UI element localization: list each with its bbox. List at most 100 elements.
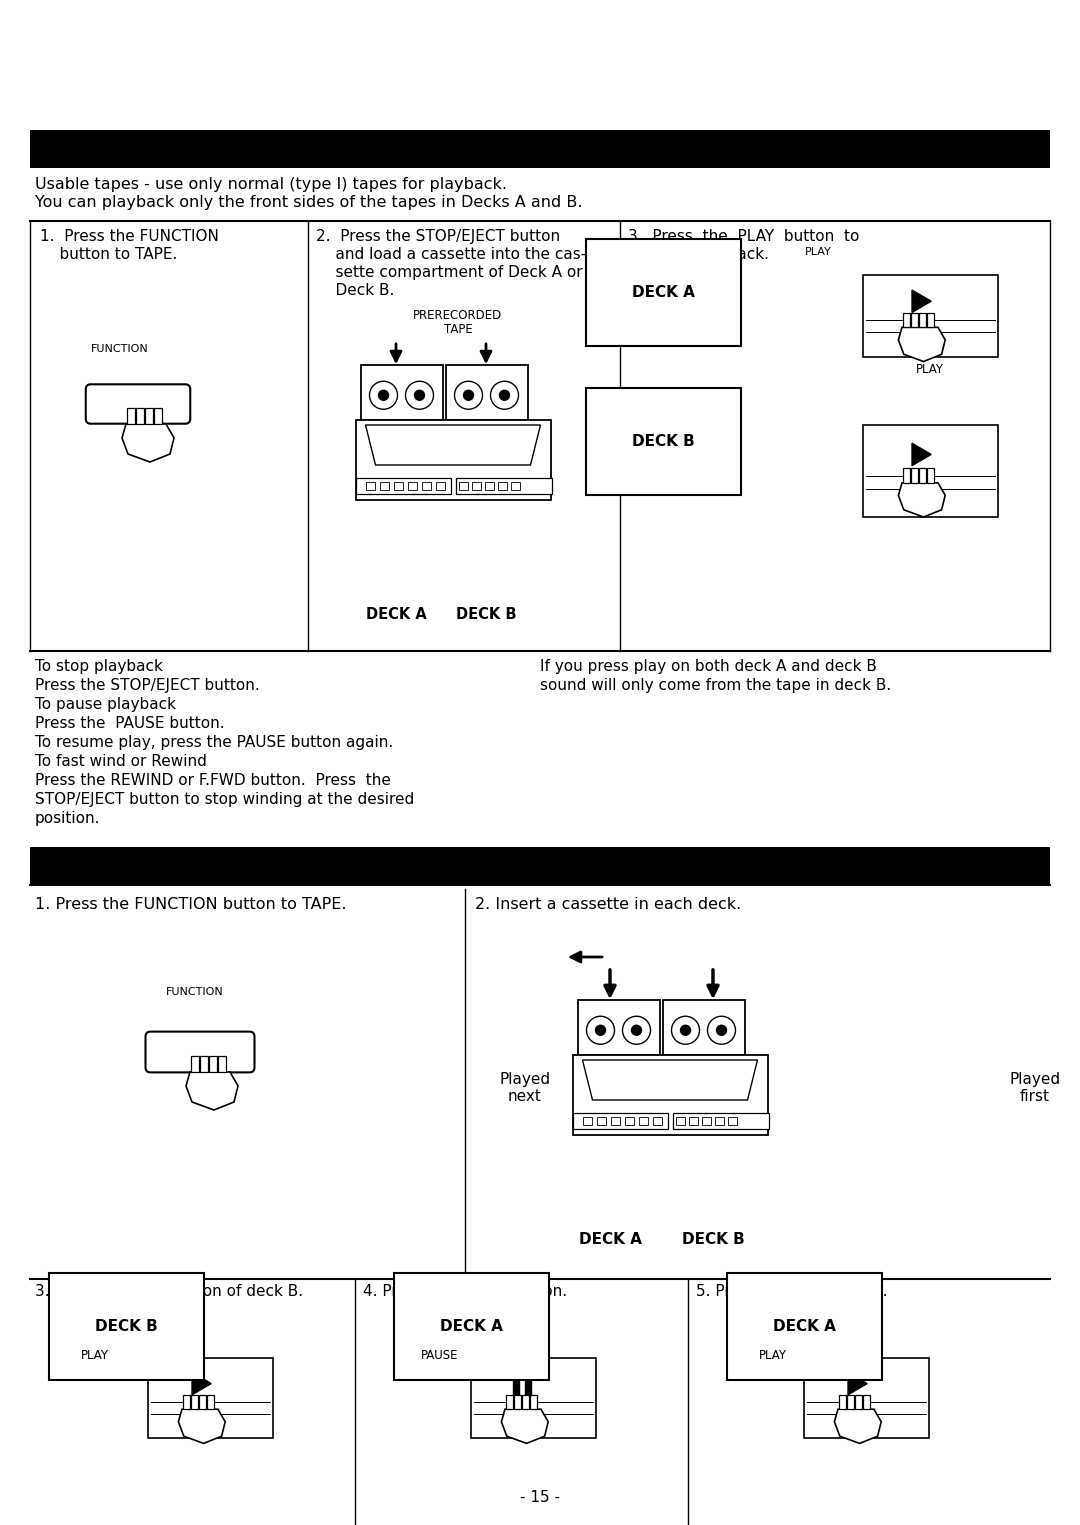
Bar	[715, 1116, 724, 1125]
Bar	[676, 1116, 685, 1125]
Bar	[30, 130, 1050, 168]
Text: 4. Press the PAUSE button.: 4. Press the PAUSE button.	[363, 1284, 567, 1299]
Text: 1. Press the FUNCTION button to TAPE.: 1. Press the FUNCTION button to TAPE.	[35, 897, 347, 912]
Bar	[435, 482, 445, 490]
Bar	[355, 419, 551, 500]
Text: and load a cassette into the cas-: and load a cassette into the cas-	[316, 247, 586, 262]
Text: PLAY: PLAY	[805, 247, 832, 258]
Polygon shape	[127, 409, 135, 424]
Polygon shape	[530, 1395, 538, 1409]
Polygon shape	[178, 1409, 226, 1443]
Bar	[863, 274, 998, 357]
Circle shape	[463, 390, 473, 400]
Bar	[804, 1357, 929, 1438]
Polygon shape	[199, 1395, 206, 1409]
Polygon shape	[191, 1055, 199, 1072]
Polygon shape	[192, 1372, 212, 1395]
Text: sette compartment of Deck A or: sette compartment of Deck A or	[316, 265, 582, 281]
Text: 3. Press the PLAY button of deck B.: 3. Press the PLAY button of deck B.	[35, 1284, 303, 1299]
Text: DECK A: DECK A	[773, 1319, 836, 1334]
Text: FUNCTION: FUNCTION	[91, 345, 149, 354]
Bar	[365, 482, 375, 490]
Bar	[652, 1116, 661, 1125]
Text: If you press play on both deck A and deck B: If you press play on both deck A and dec…	[540, 659, 877, 674]
Text: 2.  Press the STOP/EJECT button: 2. Press the STOP/EJECT button	[316, 229, 561, 244]
Text: Press the REWIND or F.FWD button.  Press  the: Press the REWIND or F.FWD button. Press …	[35, 773, 391, 788]
Polygon shape	[863, 1395, 870, 1409]
Text: TAPE: TAPE	[444, 323, 472, 336]
Bar	[407, 482, 417, 490]
Circle shape	[415, 390, 424, 400]
Polygon shape	[183, 1395, 190, 1409]
Polygon shape	[919, 313, 927, 328]
Bar	[572, 1113, 669, 1128]
Bar	[578, 1000, 660, 1055]
Polygon shape	[210, 1055, 217, 1072]
Polygon shape	[912, 290, 931, 313]
Circle shape	[622, 1016, 650, 1045]
Polygon shape	[912, 444, 931, 465]
Bar	[446, 364, 527, 419]
Bar	[148, 1357, 272, 1438]
Text: 2. Insert a cassette in each deck.: 2. Insert a cassette in each deck.	[475, 897, 741, 912]
Text: To pause playback: To pause playback	[35, 697, 176, 712]
Bar	[421, 482, 431, 490]
Polygon shape	[191, 1395, 199, 1409]
Text: DECK A: DECK A	[579, 1232, 642, 1247]
Text: Press the STOP/EJECT button.: Press the STOP/EJECT button.	[35, 679, 260, 692]
Bar	[485, 482, 494, 490]
Circle shape	[707, 1016, 735, 1045]
Text: Press the  PAUSE button.: Press the PAUSE button.	[35, 717, 225, 730]
Bar	[498, 482, 507, 490]
Text: DECK A: DECK A	[366, 607, 427, 622]
Bar	[702, 1116, 711, 1125]
Circle shape	[455, 381, 483, 409]
Polygon shape	[899, 483, 945, 517]
Bar	[673, 1113, 769, 1128]
Polygon shape	[912, 468, 918, 483]
Bar	[361, 364, 443, 419]
Text: Played
first: Played first	[1010, 1072, 1061, 1104]
Text: To stop playback: To stop playback	[35, 659, 163, 674]
Text: 1.  Press the FUNCTION: 1. Press the FUNCTION	[40, 229, 219, 244]
Circle shape	[490, 381, 518, 409]
Bar	[610, 1116, 620, 1125]
Text: Deck B.: Deck B.	[316, 284, 394, 297]
Circle shape	[499, 390, 510, 400]
Bar	[513, 1376, 518, 1397]
Circle shape	[369, 381, 397, 409]
Text: PLAY: PLAY	[81, 1350, 109, 1362]
Polygon shape	[365, 425, 540, 465]
Polygon shape	[136, 409, 144, 424]
Bar	[511, 482, 519, 490]
Polygon shape	[218, 1055, 226, 1072]
Text: Usable tapes - use only normal (type I) tapes for playback.: Usable tapes - use only normal (type I) …	[35, 177, 507, 192]
Circle shape	[586, 1016, 615, 1045]
Polygon shape	[903, 313, 910, 328]
Polygon shape	[582, 1060, 757, 1100]
Polygon shape	[122, 424, 174, 462]
Text: Played
next: Played next	[499, 1072, 551, 1104]
Text: FUNCTION: FUNCTION	[166, 987, 224, 997]
Bar	[472, 482, 481, 490]
Polygon shape	[839, 1395, 846, 1409]
Text: You can playback only the front sides of the tapes in Decks A and B.: You can playback only the front sides of…	[35, 195, 582, 210]
Bar	[638, 1116, 648, 1125]
Bar	[596, 1116, 606, 1125]
Text: STOP/EJECT button to stop winding at the desired: STOP/EJECT button to stop winding at the…	[35, 791, 415, 807]
Bar	[728, 1116, 737, 1125]
Bar	[863, 425, 998, 517]
Polygon shape	[899, 328, 945, 361]
Bar	[393, 482, 403, 490]
Bar	[525, 1376, 530, 1397]
Polygon shape	[928, 313, 934, 328]
Polygon shape	[903, 468, 910, 483]
Polygon shape	[186, 1072, 238, 1110]
Circle shape	[405, 381, 433, 409]
Text: position.: position.	[35, 811, 100, 827]
Text: DECK B: DECK B	[95, 1319, 158, 1334]
Polygon shape	[145, 409, 153, 424]
Circle shape	[680, 1025, 690, 1035]
FancyBboxPatch shape	[85, 384, 190, 424]
Bar	[471, 1357, 595, 1438]
